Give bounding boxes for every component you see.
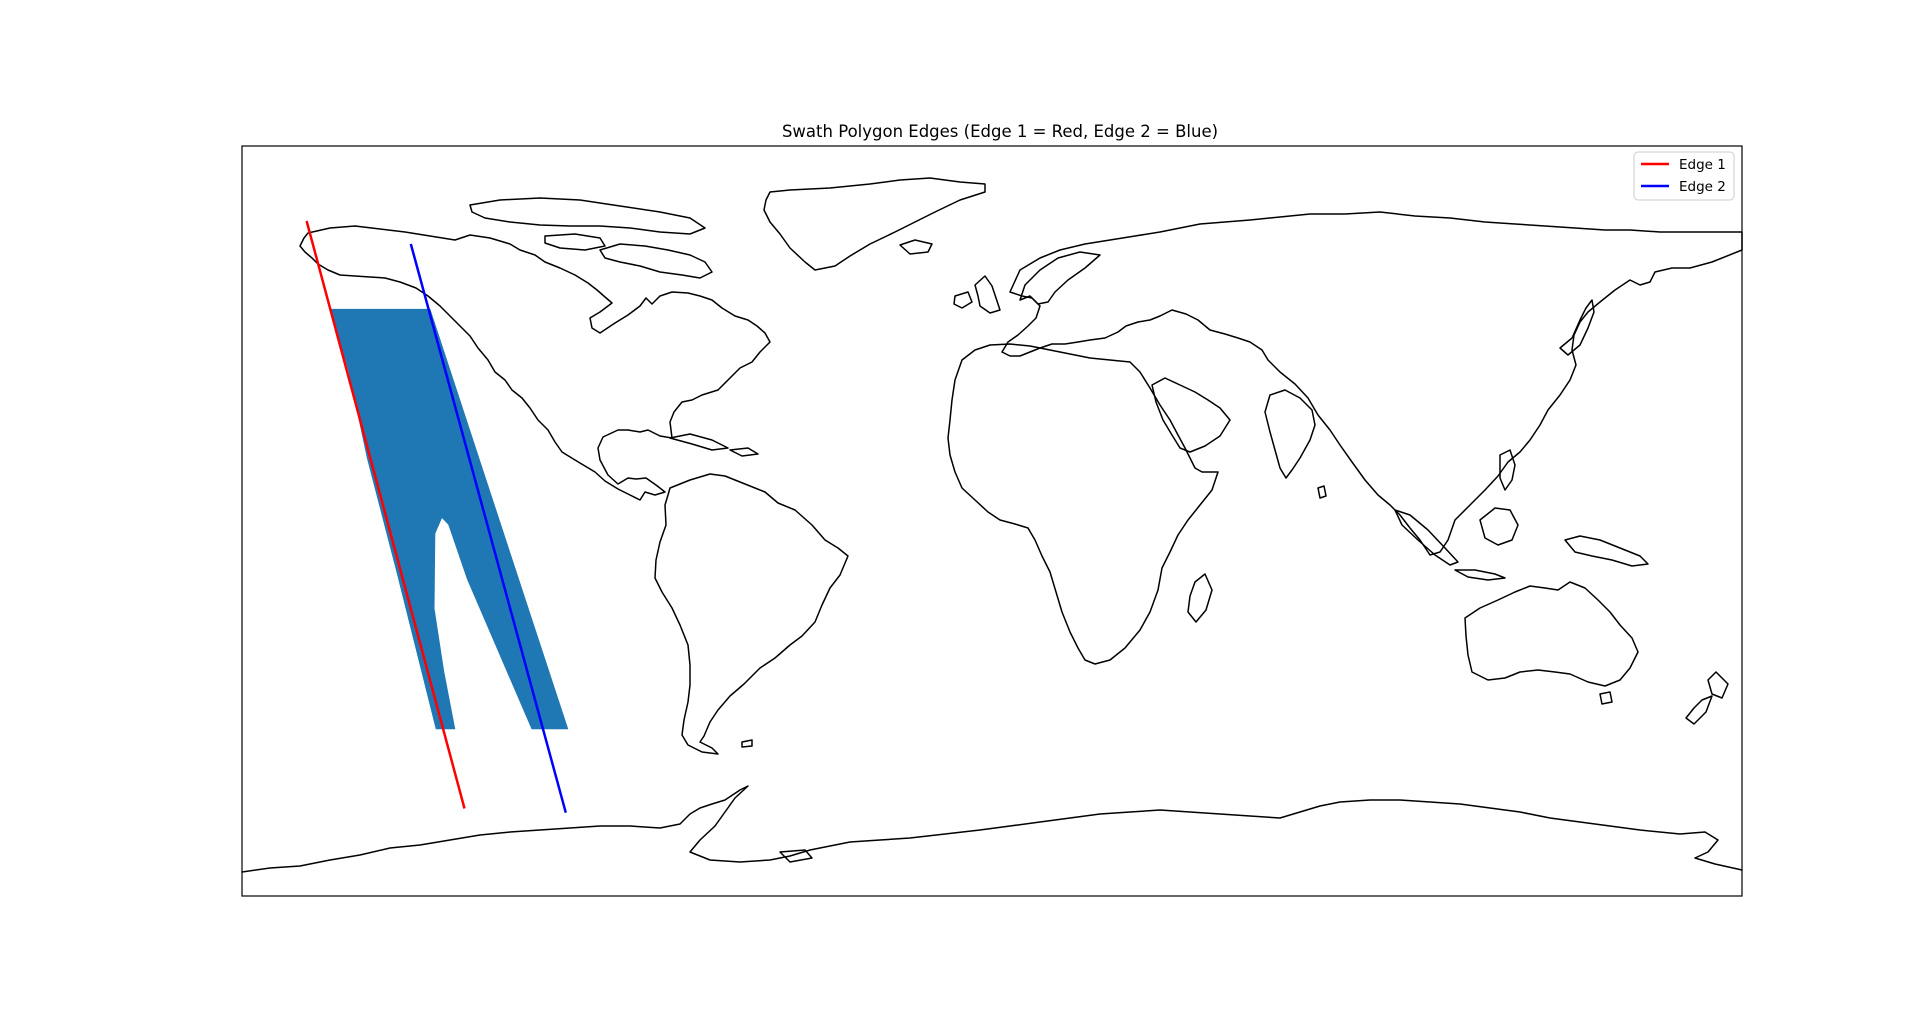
coast-japan (1559, 299, 1595, 356)
coast-africa (947, 343, 1219, 665)
coast-victoria-island (544, 233, 606, 251)
coast-sumatra (1394, 509, 1459, 566)
coast-new-guinea (1564, 535, 1649, 567)
coast-java (1454, 569, 1506, 581)
coast-falkland-islands (741, 739, 753, 748)
legend-edge-1-label: Edge 1 (1679, 157, 1726, 173)
coast-new-zealand-south (1685, 695, 1713, 725)
coast-south-america (654, 473, 849, 755)
edge-2-line (409, 243, 568, 814)
legend-edge-2-label: Edge 2 (1679, 179, 1726, 195)
coast-antarctic-ice-shelf (779, 849, 813, 863)
coast-cuba (669, 433, 729, 451)
coast-tasmania (1599, 691, 1613, 705)
coast-antarctica (241, 785, 1743, 873)
coast-madagascar (1187, 573, 1213, 623)
coast-india (1264, 389, 1316, 479)
coast-sri-lanka (1317, 485, 1327, 499)
swath-polygon (330, 308, 569, 730)
coast-new-zealand-north (1707, 671, 1729, 699)
map-frame (241, 145, 1743, 897)
coast-greenland (763, 177, 986, 271)
legend: Edge 1 Edge 2 (1633, 151, 1735, 201)
coast-great-britain (974, 275, 1001, 314)
coast-arctic-archipelago (469, 197, 706, 235)
coast-ireland (953, 291, 973, 309)
coastlines (241, 177, 1743, 873)
map-axes (241, 145, 1743, 897)
coast-philippines (1499, 449, 1516, 491)
coast-australia (1464, 581, 1639, 687)
coast-hispaniola (729, 447, 759, 457)
coast-eurasia (1001, 211, 1743, 556)
coast-arabia (1151, 377, 1231, 453)
edge-1-line (305, 220, 466, 809)
coast-iceland (899, 239, 933, 255)
coast-north-america (299, 225, 771, 501)
coast-baffin-island (599, 243, 713, 279)
coast-scandinavia (1019, 251, 1101, 305)
map-title: Swath Polygon Edges (Edge 1 = Red, Edge … (782, 122, 1218, 141)
coast-borneo (1479, 507, 1519, 546)
